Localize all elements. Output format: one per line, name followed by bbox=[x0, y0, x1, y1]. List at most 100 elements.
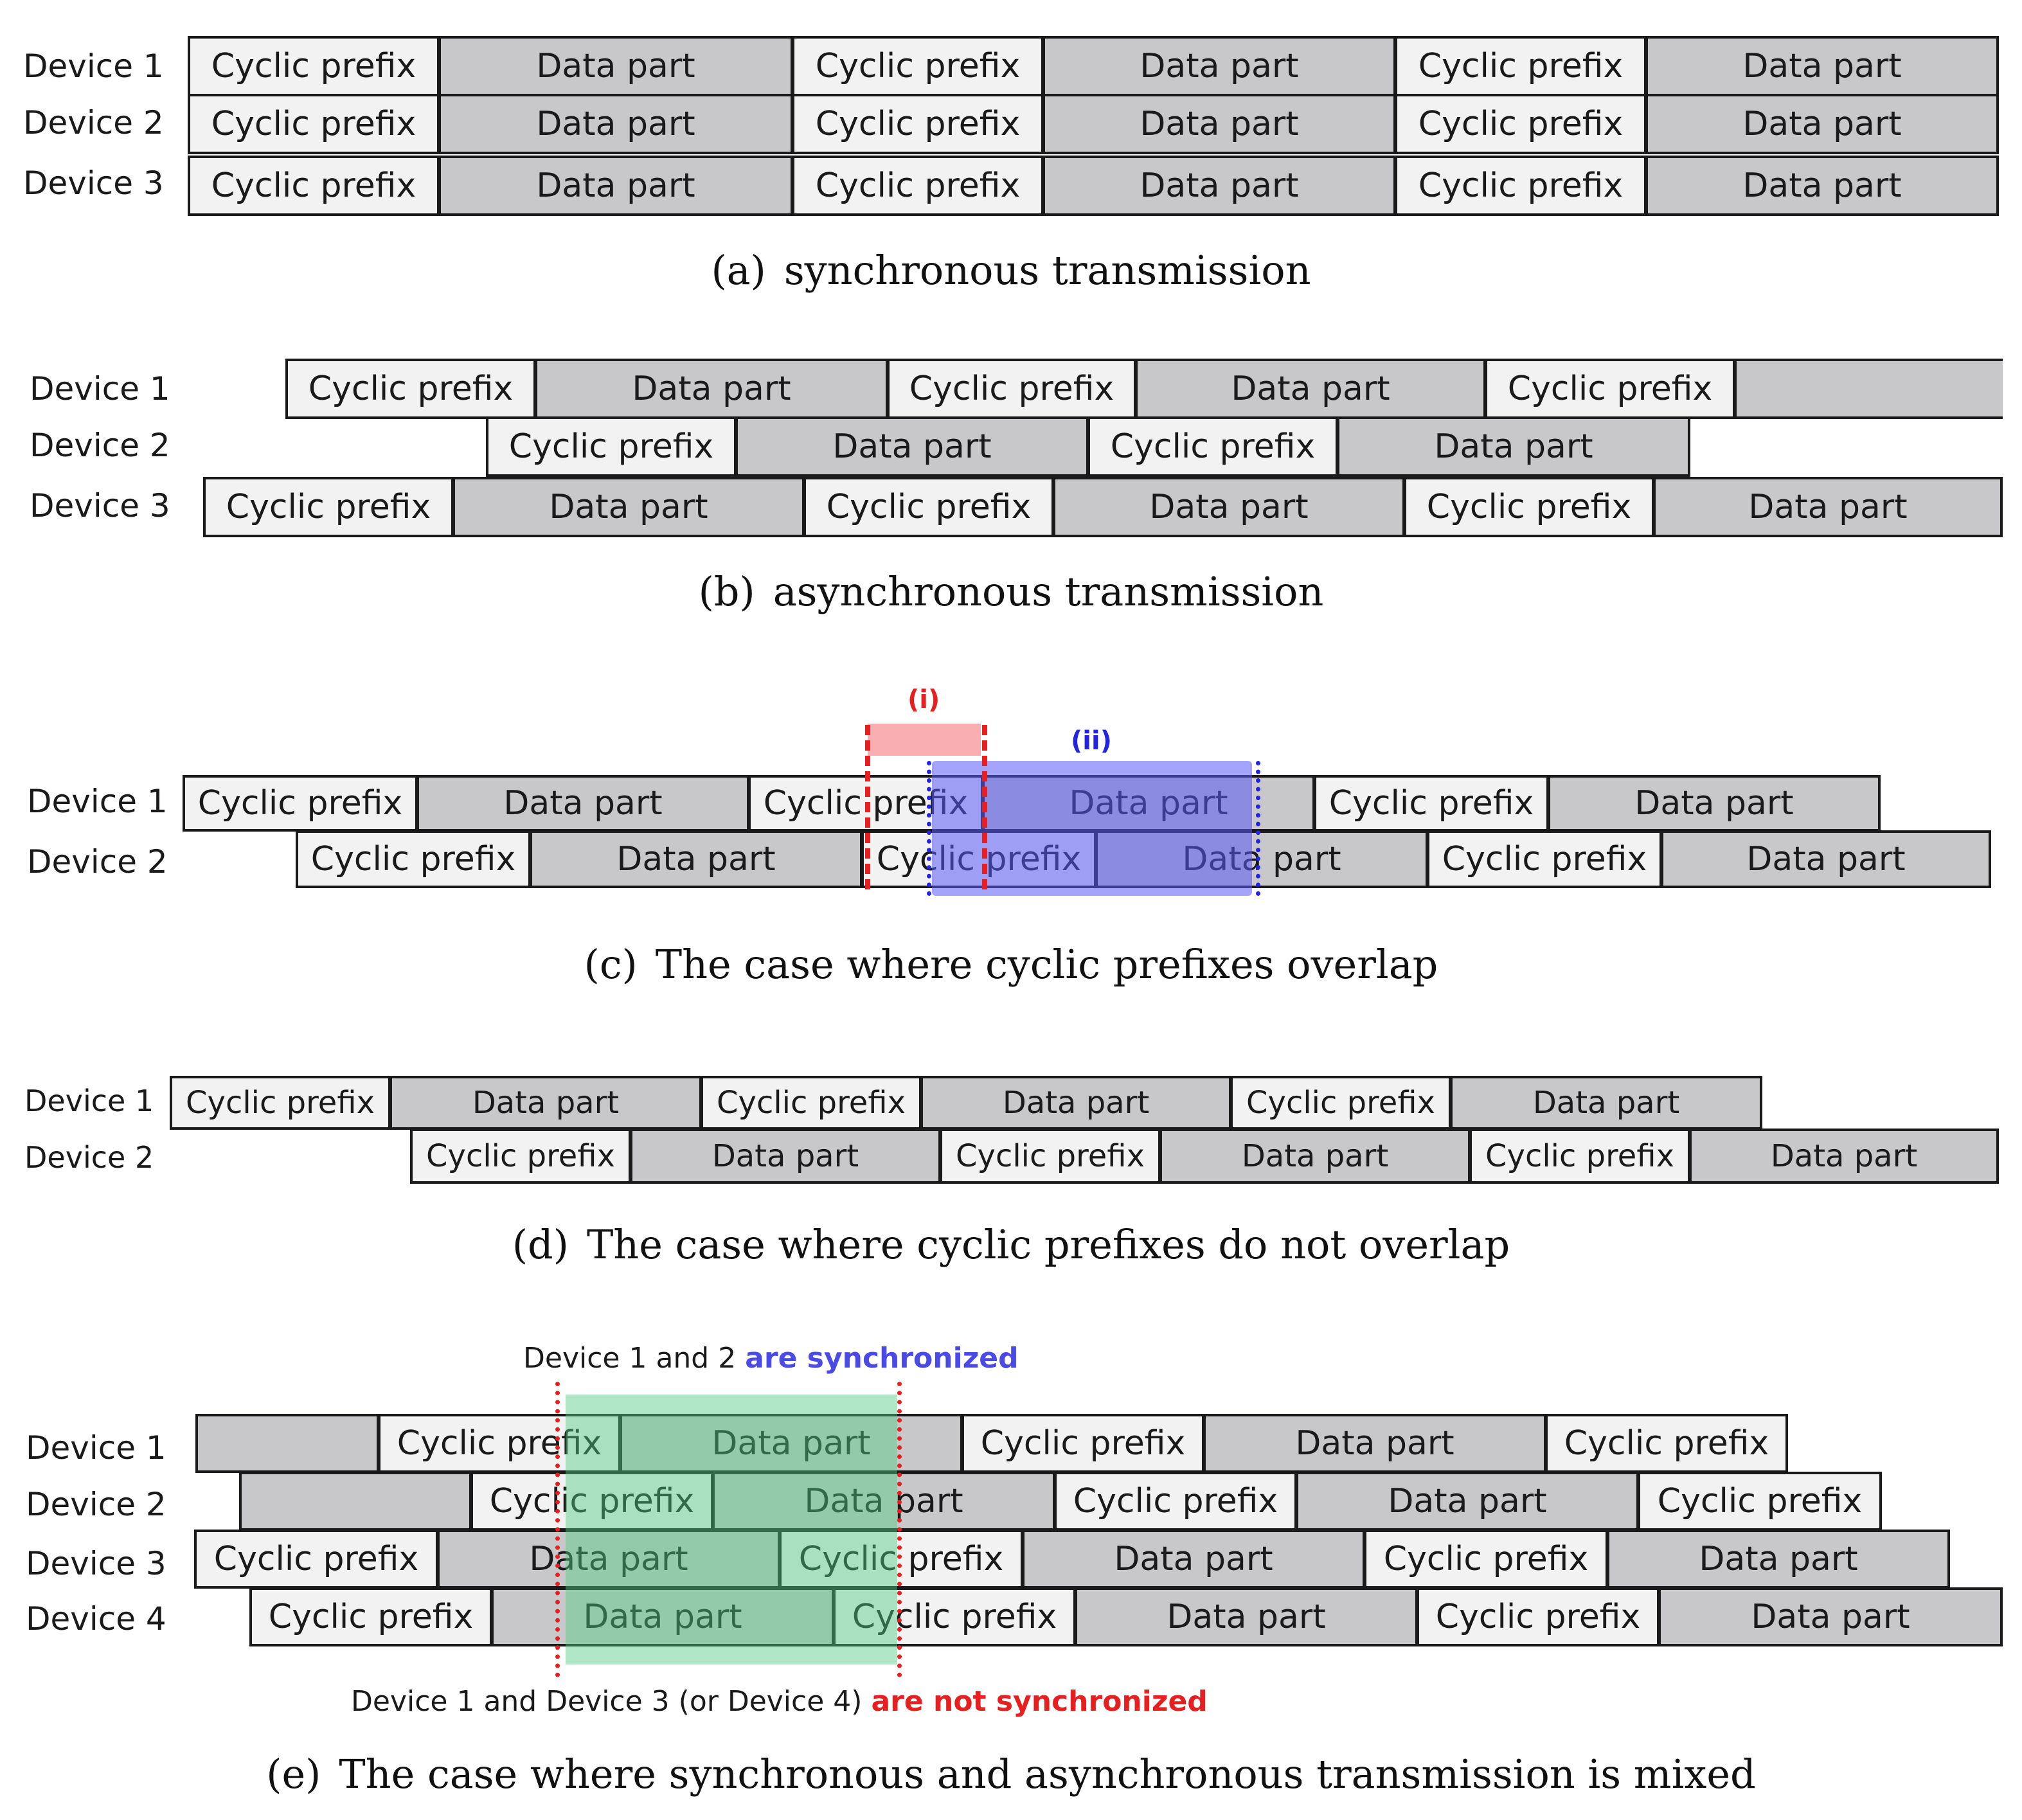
cyclic-prefix-block: Cyclic prefix bbox=[285, 359, 536, 419]
cyclic-prefix-block: Cyclic prefix bbox=[1314, 775, 1549, 832]
cyclic-prefix-block: Cyclic prefix bbox=[188, 94, 440, 154]
not-sync-note: Device 1 and Device 3 (or Device 4) are … bbox=[351, 1685, 1208, 1718]
data-part-block: Data part bbox=[438, 94, 793, 154]
cyclic-prefix-block: Cyclic prefix bbox=[1427, 830, 1662, 888]
cyclic-prefix-block: Cyclic prefix bbox=[940, 1129, 1161, 1184]
cyclic-prefix-block: Cyclic prefix bbox=[887, 359, 1136, 419]
caption-b: (b) asynchronous transmission bbox=[0, 568, 2022, 615]
data-part-block: Data part bbox=[535, 359, 888, 419]
overlap-region-i-bar bbox=[868, 724, 981, 756]
caption-c: (c) The case where cyclic prefixes overla… bbox=[0, 941, 2022, 988]
device-label: Device 4 bbox=[26, 1600, 166, 1637]
cyclic-prefix-block: Cyclic prefix bbox=[296, 830, 531, 888]
device-label: Device 1 bbox=[23, 48, 164, 85]
cyclic-prefix-block: Cyclic prefix bbox=[188, 156, 440, 216]
device-label: Device 2 bbox=[24, 1140, 154, 1175]
data-part-block: Data part bbox=[438, 156, 793, 216]
caption-label: (e) bbox=[266, 1751, 321, 1798]
cyclic-prefix-block: Cyclic prefix bbox=[249, 1587, 492, 1646]
data-part-block: Data part bbox=[920, 1076, 1231, 1130]
overlap-boundary-ii-left bbox=[927, 761, 931, 896]
caption-text: The case where cyclic prefixes do not ov… bbox=[586, 1221, 1510, 1268]
cyclic-prefix-block: Cyclic prefix bbox=[1638, 1472, 1882, 1531]
data-part-block: Data part bbox=[1042, 94, 1396, 154]
overlap-boundary-i-right bbox=[982, 725, 987, 889]
data-part-block: Data part bbox=[1296, 1472, 1639, 1531]
sync-note-prefix: Device 1 and 2 bbox=[523, 1342, 737, 1375]
data-part-block: Data part bbox=[389, 1076, 702, 1130]
window-boundary-right bbox=[897, 1382, 902, 1677]
data-part-block: Data part bbox=[1450, 1076, 1762, 1130]
data-part-block: Data part bbox=[1022, 1530, 1365, 1589]
data-part-block: Data part bbox=[1653, 477, 2003, 537]
cyclic-prefix-block: Cyclic prefix bbox=[1545, 1414, 1788, 1473]
sync-note-highlight: are synchronized bbox=[745, 1342, 1019, 1375]
device-label: Device 2 bbox=[23, 104, 164, 141]
data-part-block: Data part bbox=[452, 477, 805, 537]
cyclic-prefix-block: Cyclic prefix bbox=[792, 36, 1044, 96]
data-part-block: Data part bbox=[1607, 1530, 1950, 1589]
data-part-block: Data part bbox=[437, 1530, 780, 1589]
device-label: Device 3 bbox=[26, 1545, 166, 1582]
cyclic-prefix-block: Cyclic prefix bbox=[1395, 36, 1647, 96]
cyclic-prefix-block: Cyclic prefix bbox=[188, 36, 440, 96]
caption-text: synchronous transmission bbox=[783, 247, 1311, 294]
caption-label: (d) bbox=[512, 1221, 569, 1268]
sync-note: Device 1 and 2 are synchronized bbox=[523, 1342, 1019, 1375]
cyclic-prefix-block: Cyclic prefix bbox=[170, 1076, 391, 1130]
cyclic-prefix-block: Cyclic prefix bbox=[203, 477, 454, 537]
cyclic-prefix-block: Cyclic prefix bbox=[378, 1414, 621, 1473]
cyclic-prefix-block: Cyclic prefix bbox=[861, 830, 1096, 888]
data-part-block: Data part bbox=[1689, 1129, 1999, 1184]
device-label: Device 2 bbox=[26, 1486, 166, 1523]
cyclic-prefix-block: Cyclic prefix bbox=[833, 1587, 1076, 1646]
cyclic-prefix-block: Cyclic prefix bbox=[470, 1472, 713, 1531]
data-part-block-truncated bbox=[239, 1472, 472, 1531]
data-part-block: Data part bbox=[1042, 156, 1396, 216]
data-part-block: Data part bbox=[1645, 94, 1999, 154]
data-part-block: Data part bbox=[1203, 1414, 1546, 1473]
not-sync-note-highlight: are not synchronized bbox=[871, 1685, 1208, 1718]
data-part-block: Data part bbox=[1645, 36, 1999, 96]
caption-label: (c) bbox=[584, 941, 638, 988]
data-part-block: Data part bbox=[1135, 359, 1486, 419]
cyclic-prefix-block: Cyclic prefix bbox=[1364, 1530, 1608, 1589]
cyclic-prefix-block: Cyclic prefix bbox=[410, 1129, 631, 1184]
marker-ii-label: (ii) bbox=[1071, 726, 1112, 756]
device-label: Device 3 bbox=[30, 487, 170, 524]
not-sync-note-prefix: Device 1 and Device 3 (or Device 4) bbox=[351, 1685, 863, 1718]
caption-e: (e) The case where synchronous and asynch… bbox=[0, 1751, 2022, 1798]
cyclic-prefix-block: Cyclic prefix bbox=[701, 1076, 922, 1130]
data-part-block-truncated bbox=[195, 1414, 379, 1473]
caption-text: asynchronous transmission bbox=[773, 568, 1324, 615]
device-label: Device 2 bbox=[30, 427, 170, 464]
data-part-block: Data part bbox=[530, 830, 863, 888]
cyclic-prefix-block: Cyclic prefix bbox=[1054, 1472, 1297, 1531]
cyclic-prefix-block: Cyclic prefix bbox=[194, 1530, 438, 1589]
data-part-block: Data part bbox=[712, 1472, 1055, 1531]
caption-label: (b) bbox=[698, 568, 755, 615]
data-part-block: Data part bbox=[1042, 36, 1396, 96]
data-part-block: Data part bbox=[1053, 477, 1405, 537]
data-part-block: Data part bbox=[438, 36, 793, 96]
cyclic-prefix-block: Cyclic prefix bbox=[1404, 477, 1654, 537]
cyclic-prefix-block: Cyclic prefix bbox=[1087, 416, 1338, 477]
window-boundary-left bbox=[555, 1382, 560, 1677]
cyclic-prefix-block: Cyclic prefix bbox=[803, 477, 1054, 537]
data-part-block: Data part bbox=[1645, 156, 1999, 216]
data-part-block: Data part bbox=[1095, 830, 1428, 888]
cyclic-prefix-block: Cyclic prefix bbox=[1485, 359, 1735, 419]
cyclic-prefix-block: Cyclic prefix bbox=[183, 775, 418, 832]
device-label: Device 3 bbox=[23, 165, 164, 202]
caption-label: (a) bbox=[711, 247, 766, 294]
data-part-block: Data part bbox=[416, 775, 749, 832]
data-part-block: Data part bbox=[630, 1129, 941, 1184]
data-part-block: Data part bbox=[1548, 775, 1881, 832]
device-label: Device 1 bbox=[26, 1429, 166, 1467]
data-part-block: Data part bbox=[1661, 830, 1991, 888]
data-part-block: Data part bbox=[491, 1587, 834, 1646]
data-part-block: Data part bbox=[982, 775, 1315, 832]
cyclic-prefix-block: Cyclic prefix bbox=[1395, 156, 1647, 216]
device-label: Device 1 bbox=[27, 783, 168, 820]
marker-i-label: (i) bbox=[908, 685, 940, 715]
